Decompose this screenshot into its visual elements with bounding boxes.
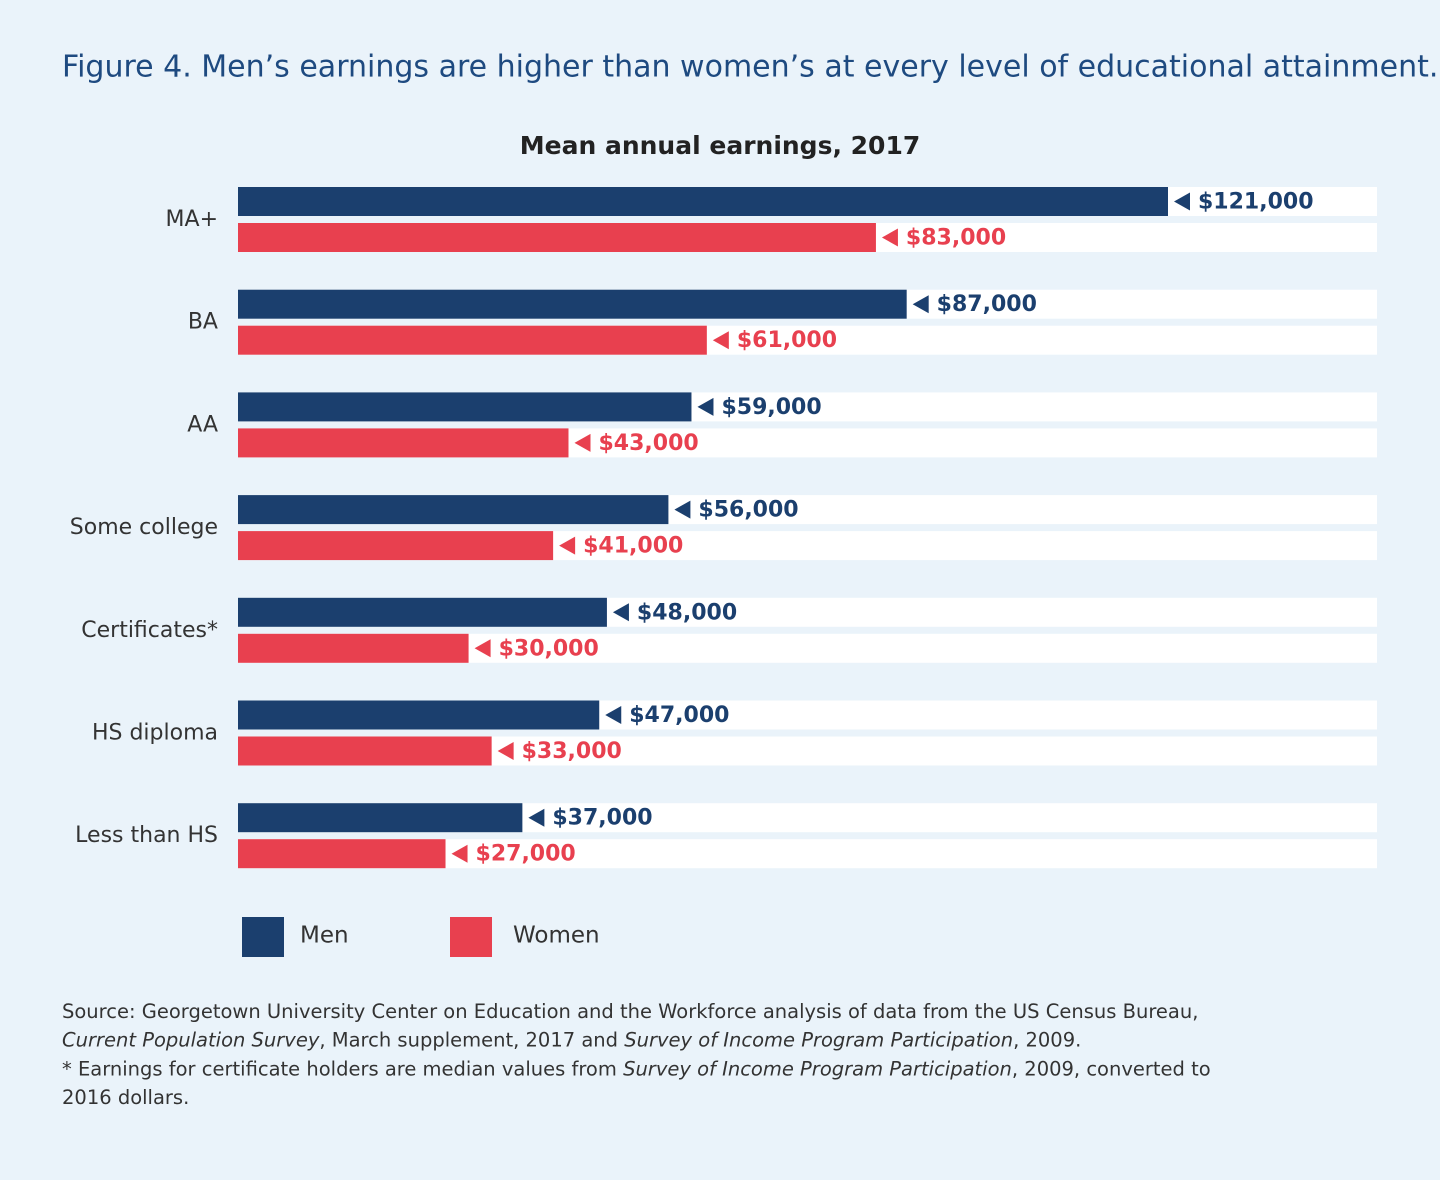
bar (238, 223, 876, 252)
value-label: $59,000 (721, 395, 821, 420)
category-label: Less than HS (75, 823, 218, 848)
category-label: HS diploma (92, 721, 218, 746)
note-segment: Source: Georgetown University Center on … (62, 1000, 1198, 1023)
legend-label: Women (513, 923, 600, 949)
value-label: $37,000 (552, 806, 652, 831)
category-label: Some college (70, 515, 218, 540)
category-label: BA (188, 310, 218, 335)
note-segment: * Earnings for certificate holders are m… (62, 1057, 623, 1080)
note-segment: , 2009, converted to (1012, 1057, 1211, 1080)
value-pointer (1174, 192, 1190, 211)
bar (238, 428, 569, 458)
value-label: $48,000 (637, 600, 737, 625)
category-label: Certificates* (81, 618, 218, 643)
value-label: $56,000 (698, 498, 798, 523)
bar (238, 495, 669, 525)
legend-swatch (242, 917, 284, 957)
value-pointer (612, 603, 629, 622)
note-segment: Survey of Income Program Participation (624, 1028, 1013, 1051)
note-segment: 2016 dollars. (62, 1086, 189, 1109)
value-pointer (474, 639, 491, 658)
value-label: $87,000 (937, 292, 1037, 317)
bar (238, 392, 692, 422)
value-label: $47,000 (629, 703, 729, 728)
value-label: $41,000 (583, 534, 683, 559)
value-label: $43,000 (598, 431, 698, 456)
value-pointer (605, 706, 622, 724)
value-label: $61,000 (737, 328, 837, 353)
value-pointer (574, 433, 591, 452)
value-pointer (528, 808, 545, 827)
value-label: $121,000 (1198, 190, 1314, 215)
chart-title: Figure 4. Men’s earnings are higher than… (62, 50, 1438, 85)
value-label: $83,000 (906, 226, 1006, 251)
legend-swatch (450, 917, 492, 957)
source-note: Current Population Survey, March supplem… (62, 1028, 1081, 1051)
chart-subtitle: Mean annual earnings, 2017 (520, 131, 921, 160)
value-pointer (559, 536, 576, 555)
value-pointer (497, 742, 514, 760)
value-pointer (674, 500, 691, 519)
bar (238, 187, 1168, 216)
category-label: AA (187, 412, 218, 437)
source-note: Source: Georgetown University Center on … (62, 1000, 1198, 1023)
value-pointer (712, 331, 729, 350)
value-label: $30,000 (499, 636, 599, 661)
value-label: $33,000 (522, 739, 622, 764)
bar (238, 736, 492, 766)
value-pointer (451, 844, 468, 863)
bar (238, 700, 600, 730)
bar (238, 803, 523, 833)
source-note: 2016 dollars. (62, 1086, 189, 1109)
note-segment: Current Population Survey (62, 1028, 320, 1051)
category-label: MA+ (166, 207, 218, 232)
value-pointer (697, 397, 714, 416)
bar (238, 597, 607, 627)
bar (238, 289, 907, 319)
bar (238, 531, 554, 561)
bar (238, 839, 446, 869)
value-label: $27,000 (476, 842, 576, 867)
bar (238, 633, 469, 663)
legend-label: Men (300, 923, 349, 949)
source-note: * Earnings for certificate holders are m… (62, 1057, 1211, 1080)
bar (238, 325, 707, 355)
note-segment: Survey of Income Program Participation (623, 1057, 1012, 1080)
note-segment: , 2009. (1013, 1028, 1081, 1051)
note-segment: , March supplement, 2017 and (319, 1028, 624, 1051)
value-pointer (881, 228, 898, 247)
value-pointer (912, 295, 929, 314)
